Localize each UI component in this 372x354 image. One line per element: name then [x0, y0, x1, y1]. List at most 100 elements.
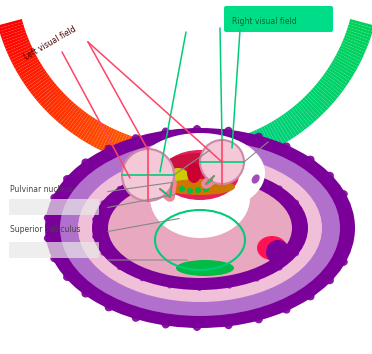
Polygon shape: [176, 145, 180, 170]
Polygon shape: [26, 73, 48, 90]
Ellipse shape: [223, 127, 233, 141]
Ellipse shape: [274, 262, 282, 270]
Polygon shape: [4, 37, 29, 49]
Polygon shape: [77, 116, 93, 138]
Ellipse shape: [92, 166, 308, 290]
Polygon shape: [192, 145, 196, 170]
Polygon shape: [254, 130, 266, 154]
Ellipse shape: [135, 133, 265, 213]
Ellipse shape: [321, 273, 334, 284]
Polygon shape: [261, 126, 275, 150]
Ellipse shape: [44, 213, 58, 223]
Polygon shape: [339, 48, 362, 61]
Circle shape: [187, 188, 193, 194]
Polygon shape: [248, 132, 261, 156]
Text: Superior colliculus: Superior colliculus: [10, 225, 80, 234]
Ellipse shape: [161, 315, 171, 329]
Polygon shape: [256, 129, 269, 153]
Polygon shape: [9, 47, 33, 60]
Polygon shape: [23, 68, 45, 85]
Polygon shape: [0, 19, 23, 28]
Ellipse shape: [192, 125, 202, 139]
Polygon shape: [158, 143, 164, 169]
Polygon shape: [15, 57, 38, 71]
Ellipse shape: [50, 252, 64, 263]
Polygon shape: [296, 103, 315, 124]
Ellipse shape: [92, 216, 102, 223]
Ellipse shape: [302, 288, 315, 300]
Polygon shape: [145, 141, 153, 166]
Polygon shape: [346, 30, 371, 41]
Polygon shape: [243, 134, 255, 159]
Polygon shape: [130, 138, 140, 163]
Polygon shape: [0, 22, 23, 32]
Ellipse shape: [334, 256, 348, 266]
Polygon shape: [57, 103, 76, 124]
Polygon shape: [12, 52, 36, 66]
Ellipse shape: [289, 200, 299, 207]
Polygon shape: [82, 119, 98, 142]
Ellipse shape: [196, 281, 203, 291]
Ellipse shape: [274, 185, 282, 194]
Polygon shape: [323, 74, 344, 91]
Polygon shape: [341, 42, 365, 56]
Ellipse shape: [196, 165, 203, 175]
FancyBboxPatch shape: [224, 6, 333, 32]
Polygon shape: [219, 141, 227, 166]
Circle shape: [195, 187, 201, 193]
Ellipse shape: [92, 233, 102, 240]
Ellipse shape: [223, 315, 233, 329]
Ellipse shape: [117, 262, 126, 270]
Polygon shape: [154, 143, 161, 168]
Ellipse shape: [252, 310, 263, 323]
Ellipse shape: [252, 175, 260, 184]
Polygon shape: [259, 127, 272, 151]
Polygon shape: [62, 106, 80, 127]
Polygon shape: [127, 137, 137, 162]
Polygon shape: [0, 27, 25, 38]
Polygon shape: [42, 90, 62, 109]
Ellipse shape: [165, 179, 235, 195]
Polygon shape: [74, 114, 91, 137]
Ellipse shape: [161, 127, 171, 141]
Polygon shape: [67, 110, 84, 131]
Polygon shape: [310, 89, 330, 108]
Ellipse shape: [108, 178, 292, 278]
Polygon shape: [48, 96, 68, 115]
Polygon shape: [110, 131, 122, 156]
Polygon shape: [208, 143, 215, 169]
Circle shape: [200, 140, 244, 184]
Polygon shape: [205, 143, 211, 169]
Ellipse shape: [167, 167, 174, 177]
Polygon shape: [28, 75, 50, 92]
Polygon shape: [55, 101, 74, 122]
Polygon shape: [53, 99, 72, 120]
Polygon shape: [90, 123, 105, 147]
Polygon shape: [349, 19, 372, 29]
Polygon shape: [30, 77, 52, 95]
Polygon shape: [289, 108, 307, 130]
Polygon shape: [70, 112, 87, 133]
Polygon shape: [336, 53, 359, 67]
Polygon shape: [51, 97, 70, 118]
Ellipse shape: [105, 299, 116, 312]
Polygon shape: [124, 136, 135, 161]
Polygon shape: [235, 137, 246, 162]
Polygon shape: [217, 142, 224, 167]
Polygon shape: [40, 87, 60, 107]
FancyBboxPatch shape: [9, 242, 99, 258]
Polygon shape: [93, 125, 108, 148]
Ellipse shape: [81, 286, 94, 298]
Polygon shape: [227, 139, 237, 164]
Polygon shape: [200, 144, 205, 169]
Polygon shape: [343, 38, 368, 50]
Ellipse shape: [167, 168, 189, 186]
Polygon shape: [211, 143, 218, 168]
Polygon shape: [139, 140, 148, 165]
Polygon shape: [324, 72, 346, 88]
Polygon shape: [329, 65, 352, 81]
Polygon shape: [337, 50, 361, 64]
Polygon shape: [251, 131, 263, 155]
Ellipse shape: [187, 163, 201, 183]
Ellipse shape: [289, 249, 299, 256]
